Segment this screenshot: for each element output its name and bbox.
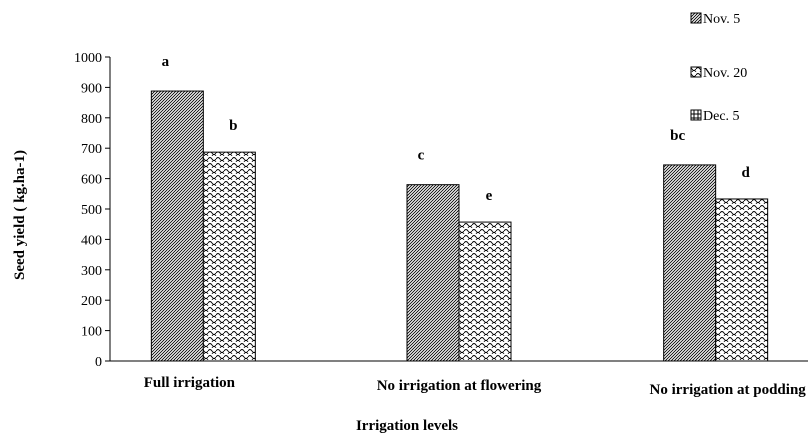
bar [715, 198, 769, 362]
significance-label: e [486, 188, 493, 204]
legend-label: Nov. 20 [703, 66, 747, 81]
y-tick-label: 700 [81, 142, 102, 157]
y-tick-label: 100 [81, 325, 102, 340]
x-axis: Full irrigation No irrigation at flowerin… [110, 360, 808, 398]
y-axis-title: Seed yield ( kg.ha-1) [12, 150, 28, 280]
bar [663, 164, 717, 362]
legend-label: Dec. 5 [703, 109, 740, 124]
x-category-label: Full irrigation [144, 375, 236, 391]
x-category-label: No irrigation at podding [650, 382, 807, 398]
y-tick-label: 800 [81, 112, 102, 127]
legend-swatch [690, 12, 702, 24]
significance-label: d [741, 165, 750, 181]
legend: Nov. 5 Nov. 20 Dec. 5 [690, 12, 747, 124]
bar [202, 151, 256, 362]
y-tick-label: 1000 [74, 51, 102, 66]
significance-label: c [418, 148, 425, 164]
bar [458, 221, 512, 362]
legend-swatch [690, 66, 702, 78]
bars [150, 90, 769, 362]
bar [406, 184, 460, 362]
y-axis: 0 100 200 300 400 500 600 700 800 900 1000 [74, 51, 111, 370]
y-tick-label: 300 [81, 264, 102, 279]
y-tick-label: 500 [81, 203, 102, 218]
significance-label: bc [670, 128, 685, 144]
significance-label: a [162, 54, 170, 70]
x-axis-title: Irrigation levels [356, 418, 458, 434]
significance-label: b [229, 118, 237, 134]
legend-label: Nov. 5 [703, 12, 740, 27]
y-tick-label: 600 [81, 173, 102, 188]
y-tick-label: 0 [95, 355, 102, 370]
legend-swatch [690, 109, 702, 121]
y-tick-label: 900 [81, 81, 102, 96]
y-tick-label: 400 [81, 233, 102, 248]
y-tick-label: 200 [81, 294, 102, 309]
x-category-label: No irrigation at flowering [377, 378, 542, 394]
bar [150, 90, 204, 362]
